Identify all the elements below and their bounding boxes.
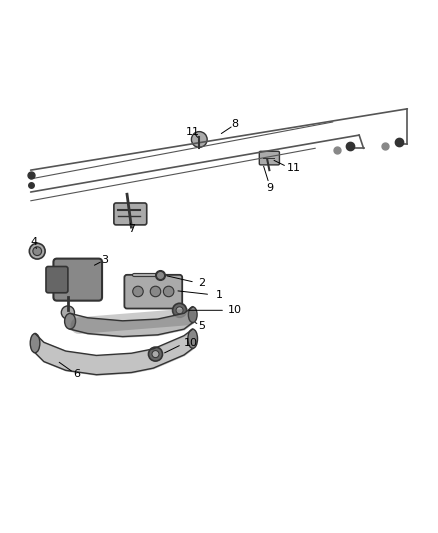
Circle shape: [173, 303, 187, 317]
Text: 10: 10: [184, 338, 198, 348]
Circle shape: [148, 347, 162, 361]
FancyBboxPatch shape: [46, 266, 68, 293]
Text: 6: 6: [73, 369, 80, 379]
Circle shape: [133, 286, 143, 297]
Text: 10: 10: [227, 305, 241, 316]
Text: 7: 7: [128, 224, 135, 235]
Text: 5: 5: [198, 321, 205, 330]
FancyBboxPatch shape: [53, 259, 102, 301]
Text: 9: 9: [266, 183, 273, 192]
Ellipse shape: [188, 329, 198, 349]
Text: 11: 11: [186, 127, 200, 136]
Circle shape: [29, 243, 45, 259]
Text: 2: 2: [198, 278, 205, 288]
Ellipse shape: [65, 313, 75, 329]
Text: 8: 8: [231, 119, 238, 129]
Circle shape: [191, 132, 207, 147]
FancyBboxPatch shape: [259, 151, 279, 165]
Text: 1: 1: [215, 290, 223, 300]
Circle shape: [163, 286, 174, 297]
Text: 11: 11: [286, 163, 300, 173]
FancyBboxPatch shape: [114, 203, 147, 225]
Circle shape: [150, 286, 161, 297]
Circle shape: [61, 306, 74, 319]
FancyBboxPatch shape: [124, 275, 182, 309]
Ellipse shape: [30, 334, 40, 353]
Circle shape: [33, 247, 42, 255]
Ellipse shape: [188, 307, 197, 322]
Circle shape: [152, 351, 159, 358]
Text: 4: 4: [31, 237, 38, 247]
Circle shape: [176, 307, 183, 314]
Text: 3: 3: [102, 255, 109, 265]
